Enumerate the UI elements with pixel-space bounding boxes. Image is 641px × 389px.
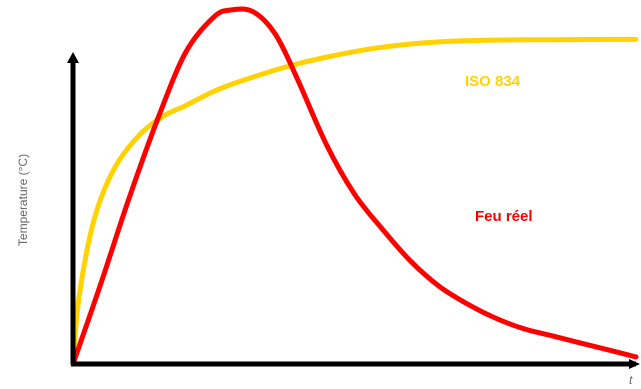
series-line-iso834 — [70, 36, 639, 367]
series-label-feu-reel: Feu réel — [475, 208, 533, 225]
x-axis-arrowhead — [629, 359, 640, 369]
series-layer — [70, 6, 639, 367]
y-axis-arrowhead — [67, 52, 79, 63]
y-axis-title: Temperature (°C) — [16, 154, 30, 246]
series-line-feu-reel — [70, 6, 639, 367]
x-axis-title: t — [629, 373, 633, 387]
series-label-iso834: ISO 834 — [465, 73, 521, 90]
